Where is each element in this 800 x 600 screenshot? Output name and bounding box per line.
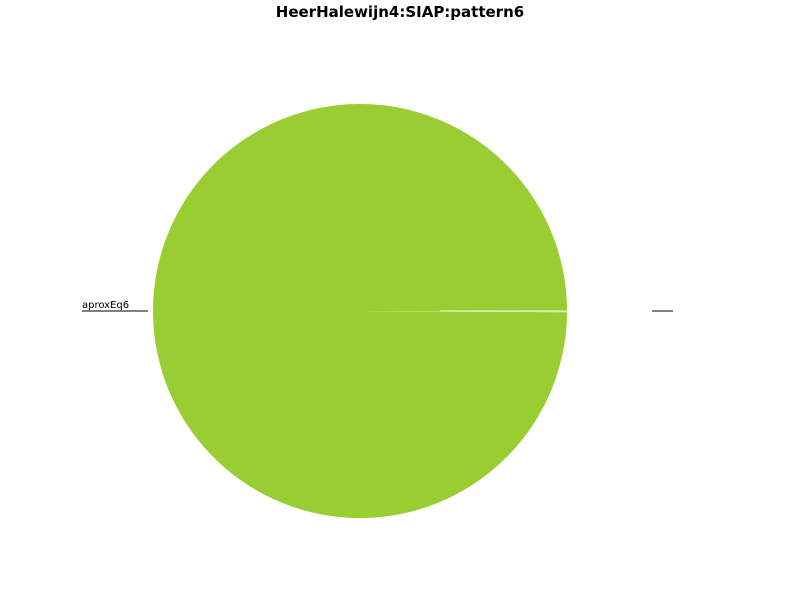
pie-labels: aproxEq6 bbox=[82, 300, 673, 312]
chart-title: HeerHalewijn4:SIAP:pattern6 bbox=[275, 3, 525, 21]
pie-slices bbox=[153, 103, 567, 518]
slice-label-1: aproxEq6 bbox=[82, 300, 129, 311]
pie-slice-1 bbox=[153, 103, 567, 518]
